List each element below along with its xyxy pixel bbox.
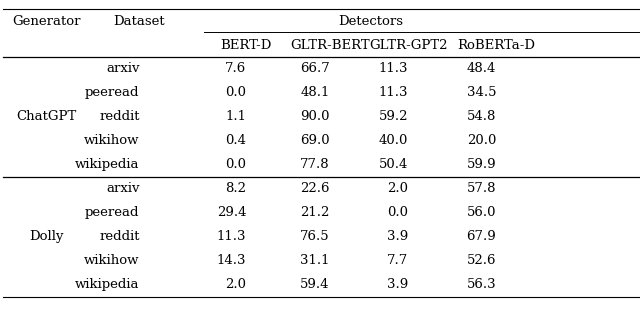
Text: 56.3: 56.3 bbox=[467, 278, 496, 291]
Text: 21.2: 21.2 bbox=[300, 206, 330, 219]
Text: GLTR-BERT: GLTR-BERT bbox=[290, 39, 369, 52]
Text: Detectors: Detectors bbox=[339, 15, 404, 28]
Text: 57.8: 57.8 bbox=[467, 182, 496, 195]
Text: GLTR-GPT2: GLTR-GPT2 bbox=[369, 39, 447, 52]
Text: 0.0: 0.0 bbox=[225, 87, 246, 99]
Text: 34.5: 34.5 bbox=[467, 87, 496, 99]
Text: 11.3: 11.3 bbox=[379, 63, 408, 75]
Text: wikipedia: wikipedia bbox=[75, 158, 140, 171]
Text: 69.0: 69.0 bbox=[300, 134, 330, 147]
Text: 11.3: 11.3 bbox=[379, 87, 408, 99]
Text: 29.4: 29.4 bbox=[217, 206, 246, 219]
Text: 3.9: 3.9 bbox=[387, 230, 408, 243]
Text: 52.6: 52.6 bbox=[467, 254, 496, 267]
Text: 90.0: 90.0 bbox=[300, 110, 330, 123]
Text: 54.8: 54.8 bbox=[467, 110, 496, 123]
Text: peeread: peeread bbox=[85, 206, 140, 219]
Text: 1.1: 1.1 bbox=[225, 110, 246, 123]
Text: 2.0: 2.0 bbox=[225, 278, 246, 291]
Text: Generator: Generator bbox=[12, 15, 81, 28]
Text: 8.2: 8.2 bbox=[225, 182, 246, 195]
Text: reddit: reddit bbox=[99, 110, 140, 123]
Text: peeread: peeread bbox=[85, 87, 140, 99]
Text: wikipedia: wikipedia bbox=[75, 278, 140, 291]
Text: 59.2: 59.2 bbox=[379, 110, 408, 123]
Text: wikihow: wikihow bbox=[84, 254, 140, 267]
Text: wikihow: wikihow bbox=[84, 134, 140, 147]
Text: 3.9: 3.9 bbox=[387, 278, 408, 291]
Text: Dataset: Dataset bbox=[114, 15, 165, 28]
Text: arxiv: arxiv bbox=[106, 63, 140, 75]
Text: 14.3: 14.3 bbox=[217, 254, 246, 267]
Text: 48.1: 48.1 bbox=[300, 87, 330, 99]
Text: 59.9: 59.9 bbox=[467, 158, 496, 171]
Text: 2.0: 2.0 bbox=[387, 182, 408, 195]
Text: 0.0: 0.0 bbox=[387, 206, 408, 219]
Text: RoBERTa-D: RoBERTa-D bbox=[457, 39, 535, 52]
Text: arxiv: arxiv bbox=[106, 182, 140, 195]
Text: 11.3: 11.3 bbox=[217, 230, 246, 243]
Text: Dolly: Dolly bbox=[29, 230, 63, 243]
Text: 31.1: 31.1 bbox=[300, 254, 330, 267]
Text: 59.4: 59.4 bbox=[300, 278, 330, 291]
Text: BERT-D: BERT-D bbox=[221, 39, 272, 52]
Text: 7.7: 7.7 bbox=[387, 254, 408, 267]
Text: 22.6: 22.6 bbox=[300, 182, 330, 195]
Text: 67.9: 67.9 bbox=[467, 230, 496, 243]
Text: 0.0: 0.0 bbox=[225, 158, 246, 171]
Text: reddit: reddit bbox=[99, 230, 140, 243]
Text: 77.8: 77.8 bbox=[300, 158, 330, 171]
Text: ChatGPT: ChatGPT bbox=[16, 110, 76, 123]
Text: 48.4: 48.4 bbox=[467, 63, 496, 75]
Text: 20.0: 20.0 bbox=[467, 134, 496, 147]
Text: 56.0: 56.0 bbox=[467, 206, 496, 219]
Text: 66.7: 66.7 bbox=[300, 63, 330, 75]
Text: 40.0: 40.0 bbox=[379, 134, 408, 147]
Text: 50.4: 50.4 bbox=[379, 158, 408, 171]
Text: 7.6: 7.6 bbox=[225, 63, 246, 75]
Text: 0.4: 0.4 bbox=[225, 134, 246, 147]
Text: 76.5: 76.5 bbox=[300, 230, 330, 243]
